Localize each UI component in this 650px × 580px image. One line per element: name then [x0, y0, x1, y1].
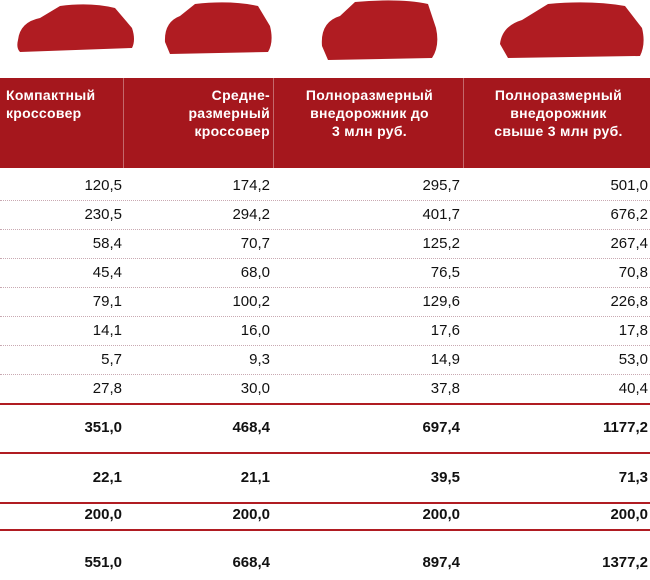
- cell: 129,6: [422, 292, 460, 310]
- row-separator: [0, 200, 650, 201]
- summary-cell: 668,4: [232, 554, 270, 571]
- summary-cell: 200,0: [422, 506, 460, 523]
- summary-separator: [0, 529, 650, 531]
- cell: 230,5: [84, 205, 122, 223]
- row-separator: [0, 287, 650, 288]
- summary-cell: 39,5: [430, 469, 460, 486]
- summary-cell: 21,1: [240, 469, 270, 486]
- column-header: Полноразмерный внедорожник свыше 3 млн руб…: [469, 86, 648, 140]
- cell: 295,7: [422, 176, 460, 194]
- cell: 267,4: [610, 234, 648, 252]
- cell: 120,5: [84, 176, 122, 194]
- cell: 226,8: [610, 292, 648, 310]
- header-line: размерный: [188, 105, 270, 121]
- cell: 17,8: [618, 321, 648, 339]
- car-icon: [17, 4, 134, 52]
- header-line: кроссовер: [6, 105, 82, 121]
- summary-cell: 200,0: [610, 506, 648, 523]
- cell: 501,0: [610, 176, 648, 194]
- header-line: внедорожник: [510, 105, 607, 121]
- column-header: Полноразмерный внедорожник до 3 млн руб.: [279, 86, 460, 140]
- row-separator: [0, 316, 650, 317]
- cell: 16,0: [240, 321, 270, 339]
- column-header: Компактный кроссовер: [6, 86, 122, 122]
- header-line: Полноразмерный: [494, 87, 623, 103]
- row-separator: [0, 345, 650, 346]
- summary-cell: 897,4: [422, 554, 460, 571]
- header-band: [0, 78, 650, 168]
- summary-cell: 200,0: [232, 506, 270, 523]
- column-header: Средне-размерный кроссовер: [129, 86, 270, 140]
- header-line: Компактный: [6, 87, 96, 103]
- cell: 70,7: [240, 234, 270, 252]
- summary-separator: [0, 403, 650, 405]
- cell: 174,2: [232, 176, 270, 194]
- cell: 68,0: [240, 263, 270, 281]
- summary-cell: 697,4: [422, 419, 460, 436]
- summary-cell: 551,0: [84, 554, 122, 571]
- car-icon: [164, 2, 272, 54]
- cell: 70,8: [618, 263, 648, 281]
- cell: 17,6: [430, 321, 460, 339]
- summary-separator: [0, 452, 650, 454]
- summary-cell: 468,4: [232, 419, 270, 436]
- row-separator: [0, 229, 650, 230]
- row-separator: [0, 374, 650, 375]
- header-line: кроссовер: [194, 123, 270, 139]
- summary-cell: 1177,2: [602, 419, 648, 436]
- summary-separator: [0, 502, 650, 504]
- header-line: Средне-: [211, 87, 270, 103]
- cell: 294,2: [232, 205, 270, 223]
- cell: 30,0: [240, 379, 270, 397]
- cell: 53,0: [618, 350, 648, 368]
- cell: 100,2: [232, 292, 270, 310]
- row-separator: [0, 258, 650, 259]
- cell: 14,9: [430, 350, 460, 368]
- cell: 45,4: [92, 263, 122, 281]
- car-icon: [500, 2, 644, 58]
- car-icons: [17, 0, 644, 60]
- cell: 79,1: [92, 292, 122, 310]
- cell: 37,8: [430, 379, 460, 397]
- cell: 5,7: [101, 350, 122, 368]
- cell: 76,5: [430, 263, 460, 281]
- summary-cell: 200,0: [84, 506, 122, 523]
- cell: 401,7: [422, 205, 460, 223]
- cell: 14,1: [92, 321, 122, 339]
- cell: 58,4: [92, 234, 122, 252]
- column-separator: [463, 78, 464, 168]
- cell: 125,2: [422, 234, 460, 252]
- summary-cell: 1377,2: [602, 554, 648, 571]
- summary-cell: 22,1: [92, 469, 122, 486]
- cell: 9,3: [249, 350, 270, 368]
- car-icon: [321, 0, 438, 60]
- header-line: свыше 3 млн руб.: [494, 123, 623, 139]
- header-line: внедорожник до: [310, 105, 429, 121]
- summary-cell: 71,3: [618, 469, 648, 486]
- header-line: Полноразмерный: [305, 87, 434, 103]
- header-line: 3 млн руб.: [332, 123, 407, 139]
- column-separator: [273, 78, 274, 168]
- column-separator: [123, 78, 124, 168]
- cell: 676,2: [610, 205, 648, 223]
- cell: 40,4: [618, 379, 648, 397]
- summary-cell: 351,0: [84, 419, 122, 436]
- cell: 27,8: [92, 379, 122, 397]
